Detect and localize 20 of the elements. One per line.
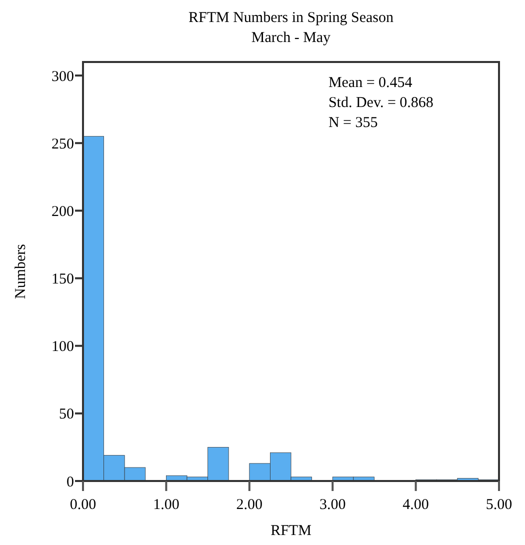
y-tick-label: 50 [59,406,74,423]
x-tick-label: 0.00 [70,497,96,513]
y-tick-label: 250 [52,136,74,152]
annotation: Std. Dev. = 0.868 [328,95,434,111]
y-tick-label: 200 [52,204,74,220]
x-tick-label: 2.00 [236,497,263,513]
annotation: Mean = 0.454 [328,75,413,91]
y-tick-label: 150 [52,272,74,288]
x-tick-label: 4.00 [402,497,429,513]
y-tick-label: 0 [66,474,74,490]
y-tick-label: 300 [52,68,74,85]
y-axis-title: Numbers [13,244,29,299]
x-tick-label: 5.00 [486,497,512,513]
chart-subtitle: March - May [251,30,332,46]
x-tick-label: 3.00 [319,497,346,513]
x-tick-label: 1.00 [153,497,180,513]
y-tick-label: 100 [52,339,74,356]
annotation: N = 355 [328,115,378,131]
x-axis-title: RFTM [270,523,312,539]
chart-title: RFTM Numbers in Spring Season [188,10,394,26]
